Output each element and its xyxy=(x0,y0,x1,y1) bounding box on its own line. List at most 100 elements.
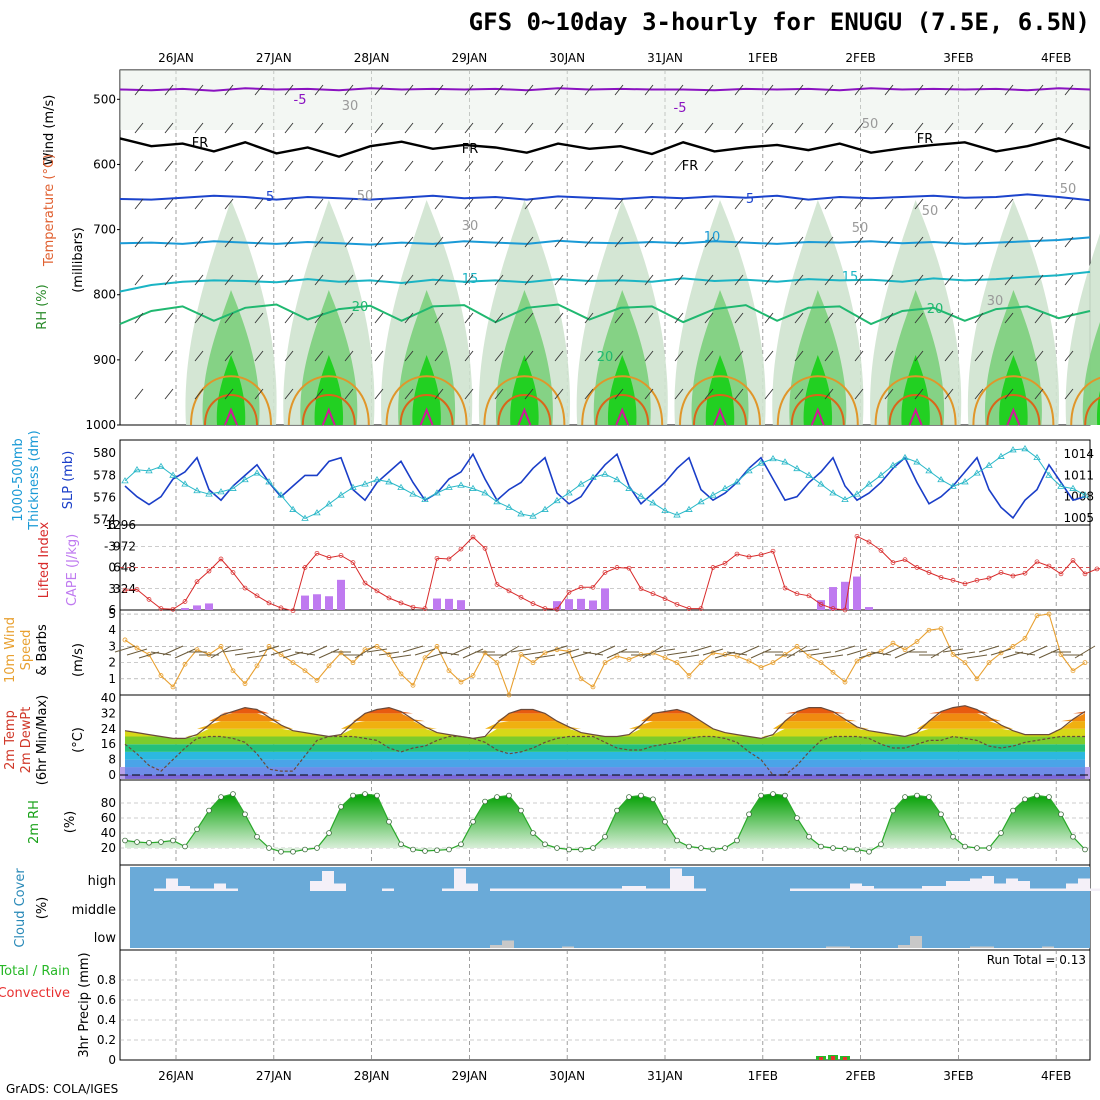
rh-point xyxy=(842,845,848,852)
rh-point xyxy=(950,833,956,840)
wind-barb xyxy=(374,84,384,96)
wind-barb xyxy=(794,312,804,324)
wind-barb xyxy=(1064,160,1074,172)
thickness-point xyxy=(529,512,537,519)
contour-label: 30 xyxy=(342,99,359,114)
temp-band xyxy=(125,759,1085,768)
rh-point xyxy=(542,841,548,848)
isotherm-35 xyxy=(517,407,532,426)
lifted-index-point xyxy=(1082,571,1088,577)
rh-point xyxy=(554,845,560,851)
wind-speed-point xyxy=(830,669,836,675)
lifted-index-point xyxy=(878,548,884,553)
thickness-point xyxy=(841,495,849,503)
rh-point xyxy=(470,818,476,825)
rh-point xyxy=(770,791,776,797)
contour-label: FR xyxy=(192,136,209,151)
rh2m-label: 2m RH xyxy=(27,800,42,844)
wind-barb-10m xyxy=(210,645,232,659)
thickness-point xyxy=(1021,445,1029,452)
lifted-index-point xyxy=(410,604,416,610)
wind-barb xyxy=(884,236,894,248)
wind-barb xyxy=(314,350,324,362)
rh-point xyxy=(998,830,1004,836)
wind-barb-10m xyxy=(534,654,556,659)
lifted-index-point xyxy=(218,556,224,562)
cloud-high-bar xyxy=(634,886,646,891)
rh-point xyxy=(302,846,308,853)
wind-barb xyxy=(1034,198,1044,210)
cloud-high-bar xyxy=(154,888,166,891)
cloud-high-bar xyxy=(958,881,970,891)
cloud-high-bar xyxy=(802,888,814,891)
isotherm-25 xyxy=(1070,377,1100,426)
wind-barb xyxy=(794,350,804,362)
cloud-high-bar xyxy=(514,888,526,891)
cloud-high-bar xyxy=(202,888,214,891)
wind-barb xyxy=(494,198,504,210)
wind-barb-10m xyxy=(354,645,376,659)
wind-barb xyxy=(584,312,594,324)
cloud-high-bar xyxy=(862,886,874,891)
cape-tick-label: 972 xyxy=(113,539,136,553)
wind-barb xyxy=(434,274,444,286)
cloud-high-bar xyxy=(838,888,850,891)
wind-speed-point xyxy=(158,673,164,678)
wind-barb xyxy=(284,388,294,400)
wind-tick-label: 3 xyxy=(108,639,116,653)
thickness-point xyxy=(289,505,297,512)
contour-label: 50 xyxy=(862,117,879,132)
rh-point xyxy=(698,845,704,851)
wind-barb xyxy=(194,160,204,172)
wind-barb xyxy=(944,160,954,172)
wind-barb xyxy=(464,312,474,324)
lifted-index-point xyxy=(386,595,392,601)
wind-barb xyxy=(134,312,144,324)
thickness-point xyxy=(1069,484,1077,491)
rh-point xyxy=(734,837,740,844)
isotherm-30 xyxy=(301,394,356,426)
wind-barb xyxy=(824,274,834,286)
temp2m-label: (6hr Min/Max) xyxy=(35,695,50,785)
wind-speed-point xyxy=(758,665,764,670)
wind-barb xyxy=(164,236,174,248)
wind-barb xyxy=(764,198,774,210)
rh-tick-label: 40 xyxy=(101,826,116,840)
lifted-index-point xyxy=(890,560,896,565)
thickness-point xyxy=(205,490,213,497)
thickness-point xyxy=(853,490,861,497)
wind-barb xyxy=(644,84,654,96)
cloud-high-bar xyxy=(682,876,694,891)
wind-barb xyxy=(404,350,414,362)
lifted-index-point xyxy=(938,575,944,580)
cloud-high-bar xyxy=(190,888,202,891)
wind-speed-point xyxy=(170,684,176,690)
isotherm-25 xyxy=(287,375,370,426)
wind-barb xyxy=(944,274,954,286)
lifted-index-point xyxy=(566,589,572,595)
wind-speed-point xyxy=(602,660,608,666)
wind-barb xyxy=(1004,312,1014,324)
wind-barb xyxy=(554,236,564,248)
wind-barb xyxy=(524,160,534,172)
wind-barb xyxy=(284,350,294,362)
rh-shade-high xyxy=(510,355,539,425)
rh-point xyxy=(638,792,644,799)
wind-barb xyxy=(164,312,174,324)
wind-barb xyxy=(614,274,624,286)
lifted-index-point xyxy=(458,546,464,552)
wind-barb xyxy=(854,312,864,324)
wind-barb xyxy=(674,236,684,248)
wind-barb xyxy=(524,198,534,210)
lifted-index-point xyxy=(1022,570,1028,576)
wind-barb xyxy=(734,236,744,248)
wind-barb xyxy=(194,122,204,134)
wind-barb xyxy=(194,198,204,210)
wind-barb-10m xyxy=(438,651,460,656)
cloud-low-bar xyxy=(502,940,514,948)
lifted-index-point xyxy=(122,587,128,593)
thickness-point xyxy=(781,458,789,465)
lifted-index-point xyxy=(998,570,1004,575)
lifted-index-point xyxy=(446,556,452,562)
thickness-point xyxy=(829,489,837,496)
